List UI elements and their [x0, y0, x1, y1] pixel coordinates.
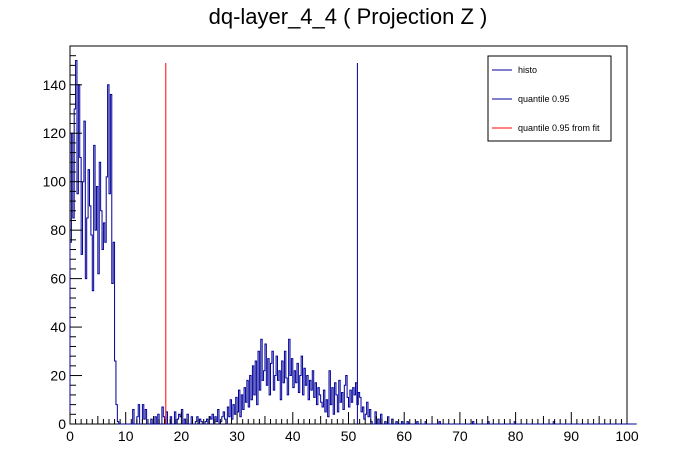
y-tick-label: 140 [43, 77, 67, 93]
x-tick-label: 40 [285, 428, 301, 444]
x-tick-label: 70 [452, 428, 468, 444]
y-tick-label: 100 [43, 174, 67, 190]
legend-label-histo: histo [518, 65, 537, 75]
y-tick-label: 120 [43, 125, 67, 141]
y-tick-label: 60 [50, 271, 66, 287]
x-tick-label: 100 [615, 428, 639, 444]
y-tick-label: 40 [50, 319, 66, 335]
x-tick-label: 20 [174, 428, 190, 444]
y-axis: 0 20 40 60 80 100 120 140 [43, 45, 82, 432]
legend-label-quantile: quantile 0.95 [518, 94, 570, 104]
quantile-lines [165, 62, 358, 424]
x-tick-label: 10 [118, 428, 134, 444]
histogram-series [69, 60, 637, 425]
x-tick-label: 80 [508, 428, 524, 444]
y-tick-label: 80 [50, 222, 66, 238]
legend: histo quantile 0.95 quantile 0.95 from f… [487, 55, 612, 142]
plot-area: 0 10 20 30 40 50 60 70 80 90 100 0 20 40 60 80 100 120 14… [43, 45, 639, 444]
x-tick-label: 50 [341, 428, 357, 444]
x-tick-label: 60 [396, 428, 412, 444]
legend-label-quantile-fit: quantile 0.95 from fit [518, 123, 600, 133]
x-axis: 0 10 20 30 40 50 60 70 80 90 100 [66, 412, 639, 444]
x-tick-label: 0 [66, 428, 74, 444]
x-tick-label: 90 [564, 428, 580, 444]
y-tick-label: 20 [50, 368, 66, 384]
x-tick-label: 30 [229, 428, 245, 444]
y-tick-label: 0 [58, 416, 66, 432]
chart-title: dq-layer_4_4 ( Projection Z ) [209, 4, 488, 29]
